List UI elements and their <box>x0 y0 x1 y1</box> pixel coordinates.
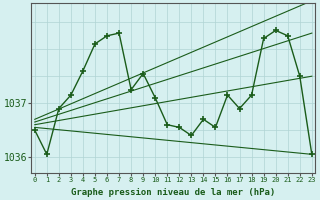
X-axis label: Graphe pression niveau de la mer (hPa): Graphe pression niveau de la mer (hPa) <box>71 188 276 197</box>
